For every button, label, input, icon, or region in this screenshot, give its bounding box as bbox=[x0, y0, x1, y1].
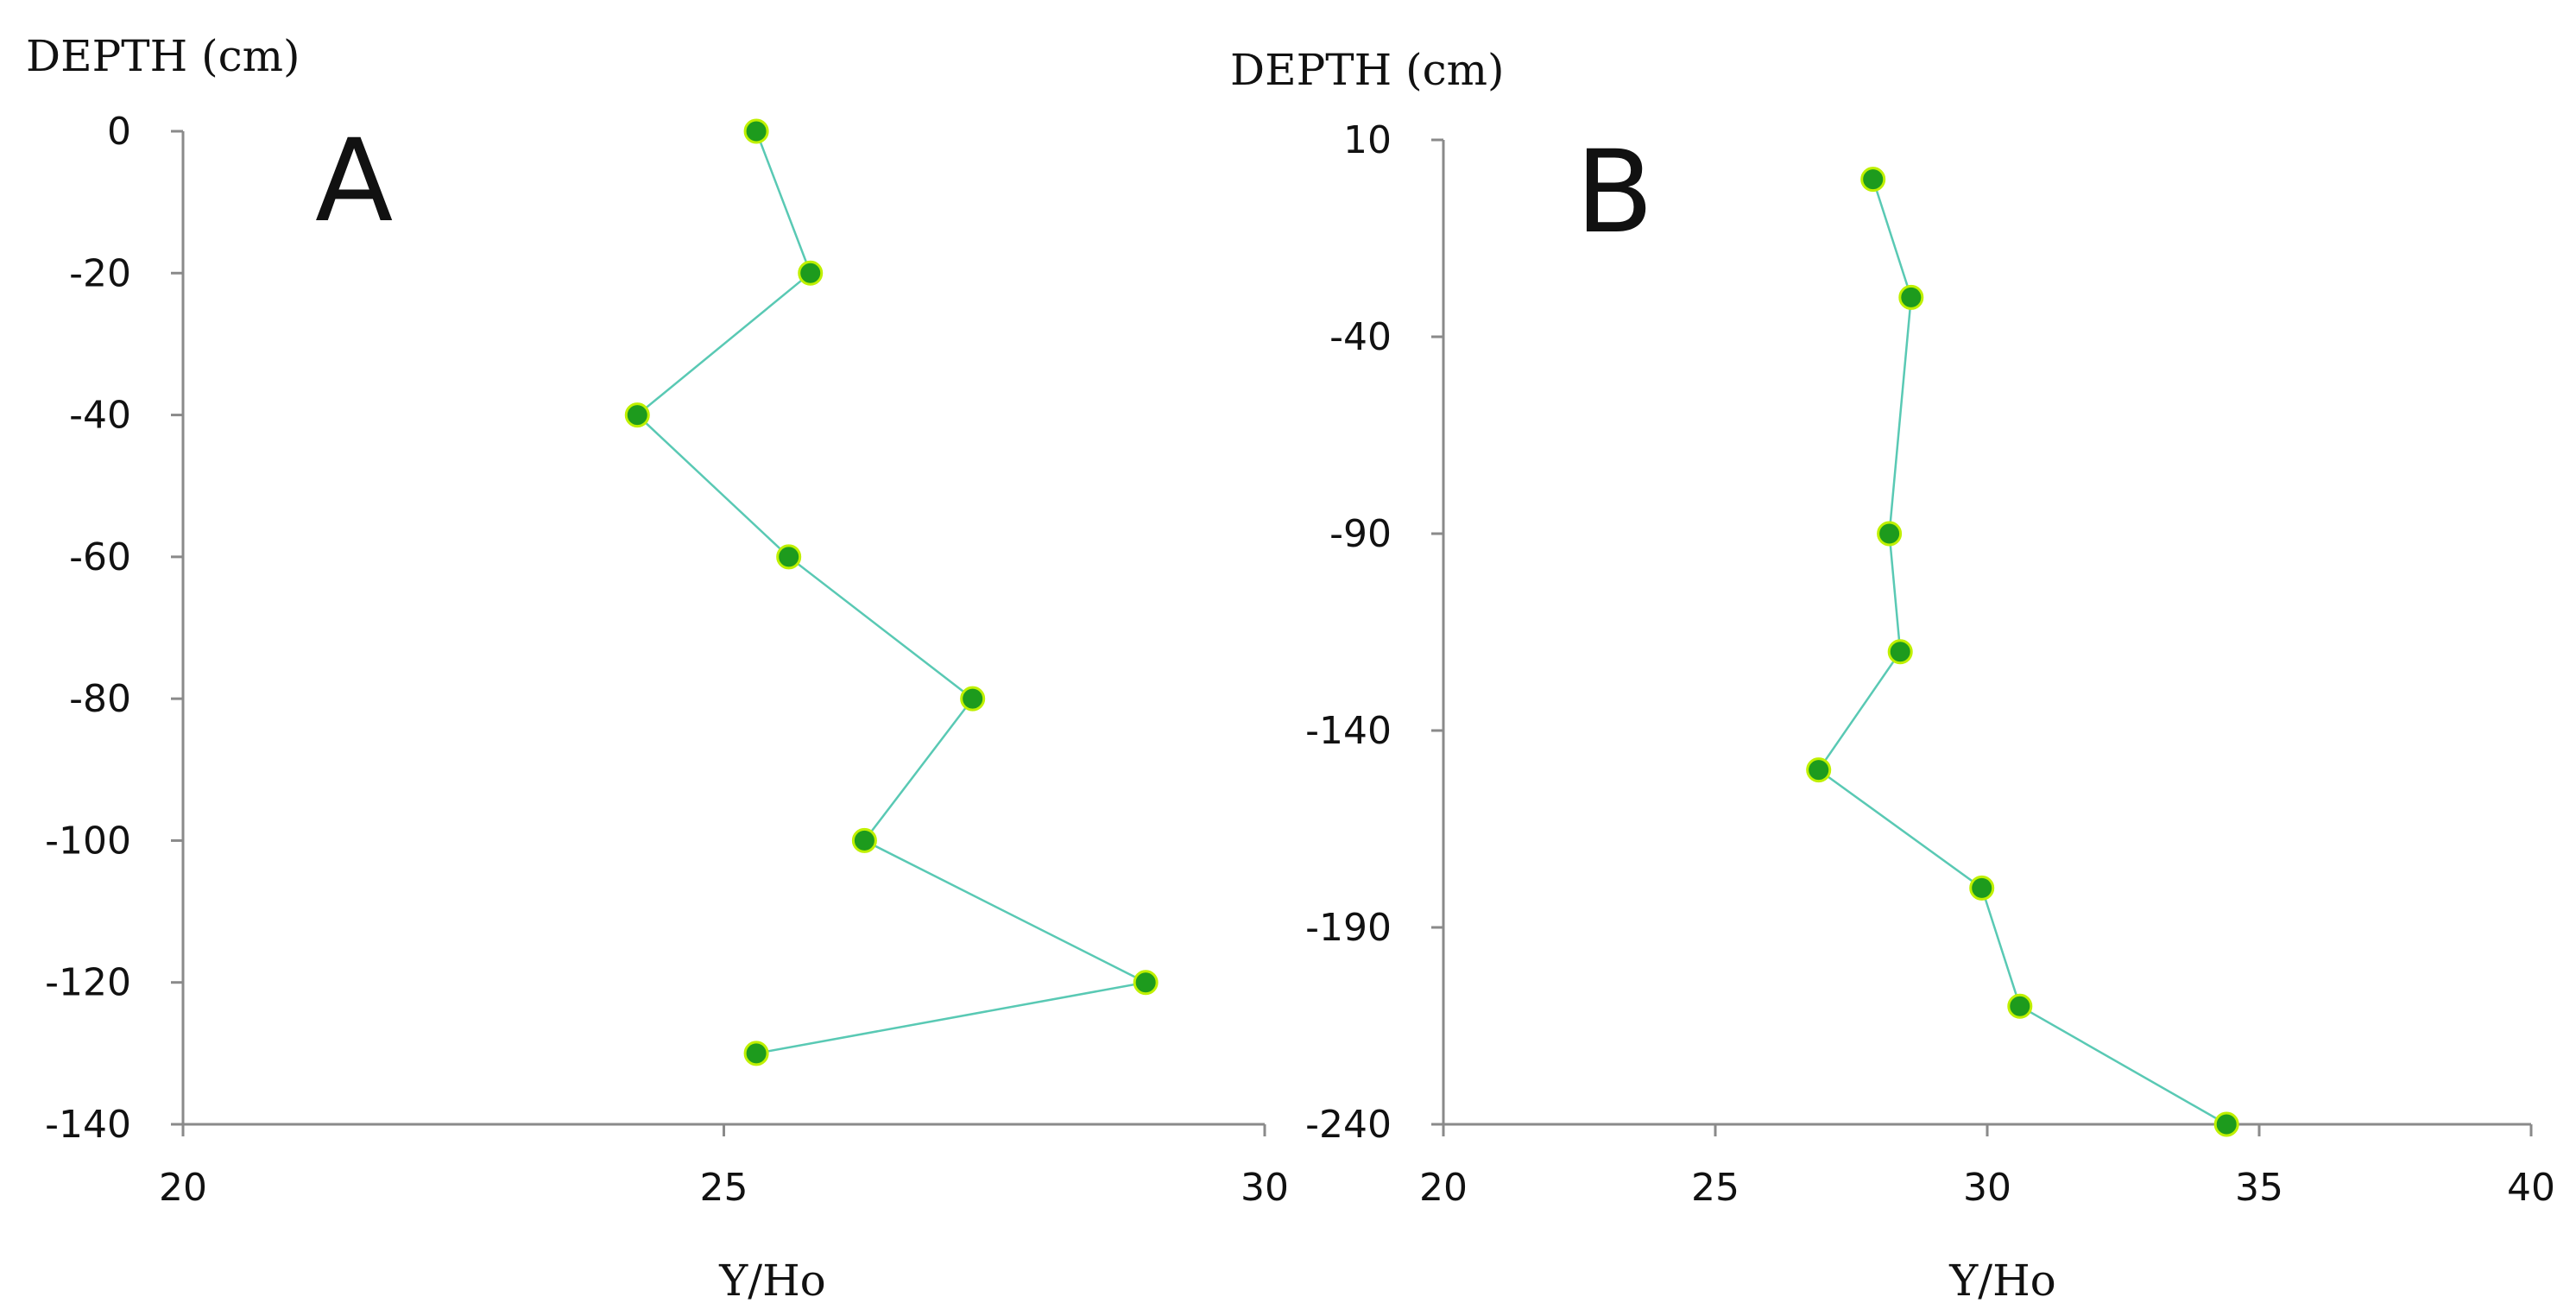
y-axis-title-a: DEPTH (cm) bbox=[26, 31, 300, 81]
y-tick-label: -20 bbox=[69, 251, 131, 295]
data-point bbox=[851, 827, 877, 853]
data-point bbox=[1133, 970, 1159, 996]
y-tick-label: -140 bbox=[1305, 709, 1392, 753]
y-tick-label: -90 bbox=[1329, 512, 1392, 556]
x-axis-title-b: Y/Ho bbox=[1948, 1256, 2056, 1306]
x-tick-label: 30 bbox=[1963, 1166, 2011, 1210]
data-point bbox=[1860, 167, 1886, 193]
data-point bbox=[743, 118, 769, 144]
x-tick-label: 30 bbox=[1241, 1166, 1289, 1210]
y-tick-label: 10 bbox=[1343, 118, 1392, 162]
data-point bbox=[2007, 993, 2033, 1019]
data-point bbox=[798, 260, 824, 286]
panel-label-a: A bbox=[315, 115, 393, 248]
data-point bbox=[1806, 757, 1832, 783]
data-point bbox=[624, 402, 650, 428]
panel-a: DEPTH (cm) A Y/Ho 0 -20 -40 -60 -80 -100 -120 -… bbox=[26, 31, 1289, 1306]
series-line-b bbox=[1816, 179, 2227, 1126]
y-axis-title-b: DEPTH (cm) bbox=[1230, 45, 1505, 95]
data-point bbox=[960, 686, 986, 712]
y-tick-label: -240 bbox=[1305, 1103, 1392, 1147]
y-tick-label: -100 bbox=[45, 819, 131, 863]
panel-label-b: B bbox=[1575, 126, 1654, 259]
x-tick-label: 20 bbox=[159, 1166, 207, 1210]
x-tick-label: 25 bbox=[700, 1166, 748, 1210]
data-point bbox=[1898, 284, 1924, 310]
x-tick-label: 25 bbox=[1691, 1166, 1739, 1210]
y-tick-label: -120 bbox=[45, 961, 131, 1005]
data-point bbox=[743, 1041, 769, 1066]
y-tick-label: 0 bbox=[107, 110, 131, 154]
data-point bbox=[1877, 521, 1903, 547]
x-tick-label: 20 bbox=[1419, 1166, 1468, 1210]
x-tick-label: 35 bbox=[2235, 1166, 2283, 1210]
y-tick-label: -80 bbox=[69, 677, 131, 721]
y-tick-label: -190 bbox=[1305, 906, 1392, 950]
y-tick-label: -60 bbox=[69, 535, 131, 579]
series-line-a bbox=[635, 130, 1150, 1055]
panel-b: DEPTH (cm) B Y/Ho 10 -40 -90 -140 -190 -240 20… bbox=[1230, 45, 2555, 1306]
x-axis-title-a: Y/Ho bbox=[718, 1256, 826, 1306]
y-tick-label: -40 bbox=[69, 394, 131, 438]
data-point bbox=[1969, 875, 1995, 901]
x-tick-label: 40 bbox=[2507, 1166, 2555, 1210]
y-tick-label: -140 bbox=[45, 1103, 131, 1147]
data-point bbox=[2213, 1111, 2239, 1137]
data-point bbox=[776, 544, 802, 570]
y-tick-label: -40 bbox=[1329, 315, 1392, 359]
data-point bbox=[1887, 639, 1913, 665]
